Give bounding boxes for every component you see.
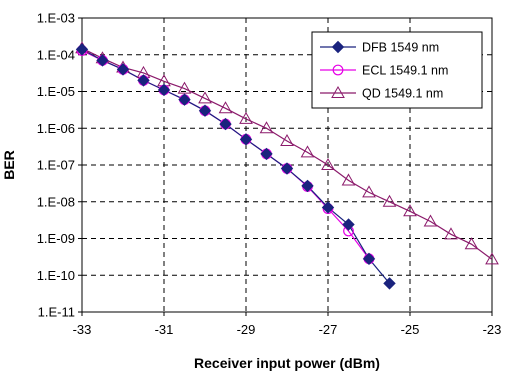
series-line-triangle xyxy=(81,47,493,260)
data-point xyxy=(178,93,191,106)
legend-label: DFB 1549 nm xyxy=(362,41,439,55)
data-point xyxy=(219,117,232,131)
data-point xyxy=(403,204,417,217)
data-point xyxy=(239,111,253,124)
y-tick-label: 1.E-11 xyxy=(38,305,75,320)
data-point xyxy=(383,277,396,290)
legend-label: ECL 1549.1 nm xyxy=(362,64,448,78)
legend-entry: DFB 1549 nm xyxy=(320,41,439,55)
y-tick-label: 1.E-05 xyxy=(37,84,75,99)
legend-marker xyxy=(332,64,344,76)
legend: DFB 1549 nm ECL 1549.1 nm QD 1549.1 nm xyxy=(311,31,483,109)
series-markers xyxy=(75,41,499,290)
x-tick-label: -23 xyxy=(483,322,502,337)
data-point xyxy=(157,83,171,97)
y-tick-label: 1.E-07 xyxy=(37,158,75,173)
y-tick-label: 1.E-06 xyxy=(37,121,75,136)
data-point xyxy=(198,91,212,104)
data-point xyxy=(96,54,109,67)
data-point xyxy=(260,147,273,161)
data-point xyxy=(239,133,253,146)
legend-label: QD 1549.1 nm xyxy=(362,87,443,101)
data-point xyxy=(321,157,335,170)
data-point xyxy=(259,121,274,134)
y-tick-label: 1.E-04 xyxy=(37,47,75,62)
x-tick-label: -31 xyxy=(155,322,174,337)
data-point xyxy=(198,104,212,117)
data-point xyxy=(116,63,130,76)
data-point xyxy=(301,179,314,193)
data-point xyxy=(464,237,479,250)
x-tick-label: -33 xyxy=(73,322,92,337)
legend-entry: ECL 1549.1 nm xyxy=(320,64,448,78)
data-point xyxy=(280,162,294,175)
data-point xyxy=(300,145,315,158)
data-point xyxy=(444,227,458,240)
legend-marker xyxy=(331,85,345,98)
legend-marker xyxy=(331,40,345,54)
data-point xyxy=(177,81,192,94)
data-point xyxy=(362,185,376,198)
data-point xyxy=(382,194,397,207)
x-tick-label: -25 xyxy=(401,322,420,337)
data-point xyxy=(75,43,89,56)
x-axis: -33 -31 -29 -27 -25 -23 xyxy=(73,312,502,337)
y-tick-label: 1.E-08 xyxy=(37,194,75,209)
y-tick-label: 1.E-09 xyxy=(37,231,75,246)
series-points-diamond xyxy=(75,43,396,290)
data-point xyxy=(280,133,294,146)
data-point xyxy=(362,252,376,266)
y-axis: 1.E-03 1.E-04 1.E-05 1.E-06 1.E-07 1.E-08 1.E-… xyxy=(37,11,82,320)
x-axis-title: Receiver input power (dBm) xyxy=(194,355,380,371)
y-tick-label: 1.E-03 xyxy=(37,11,75,26)
y-axis-title: BER xyxy=(1,150,17,180)
series-line-diamond xyxy=(81,48,390,284)
data-point xyxy=(423,214,438,227)
data-point xyxy=(485,252,499,265)
x-tick-label: -27 xyxy=(319,322,338,337)
legend-entry: QD 1549.1 nm xyxy=(320,85,443,101)
data-point xyxy=(137,74,150,87)
data-point xyxy=(218,101,233,114)
y-tick-label: 1.E-10 xyxy=(37,268,75,283)
x-tick-label: -29 xyxy=(237,322,256,337)
data-point xyxy=(321,201,335,214)
data-point xyxy=(341,173,356,186)
data-point xyxy=(342,218,355,231)
